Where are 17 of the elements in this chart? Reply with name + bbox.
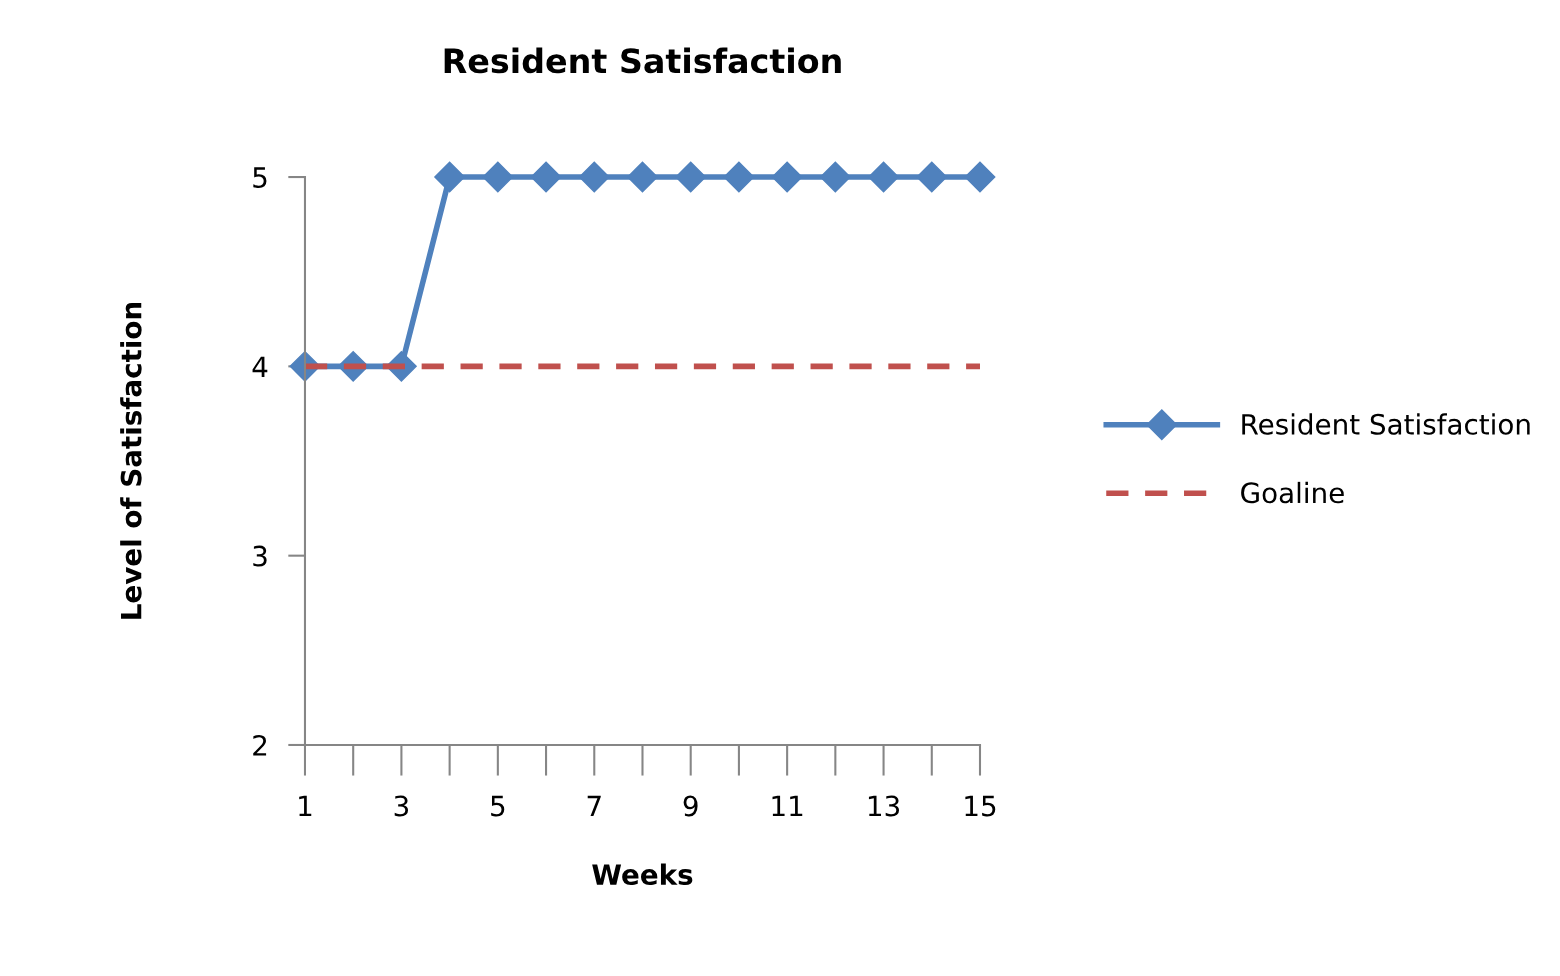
- x-tick-label: 5: [491, 795, 505, 817]
- x-tick-label: 13: [868, 795, 900, 817]
- x-tick-label: 15: [965, 795, 996, 817]
- x-tick-label: 9: [683, 795, 698, 817]
- x-tick-label: 1: [299, 795, 312, 817]
- x-tick-label: 7: [587, 795, 601, 817]
- y-tick-label: 4: [252, 356, 268, 377]
- legend-label: Goaline: [1241, 481, 1344, 504]
- y-tick-label: 3: [253, 545, 267, 567]
- y-tick-label: 5: [253, 167, 267, 188]
- x-tick-label: 11: [772, 795, 803, 817]
- y-axis-title: Level of Satisfaction: [120, 302, 142, 619]
- y-tick-label: 2: [253, 734, 267, 756]
- x-axis-title: Weeks: [592, 863, 693, 886]
- x-tick-label: 3: [394, 795, 409, 817]
- legend-label: Resident Satisfaction: [1242, 413, 1530, 435]
- chart-title: Resident Satisfaction: [444, 47, 841, 74]
